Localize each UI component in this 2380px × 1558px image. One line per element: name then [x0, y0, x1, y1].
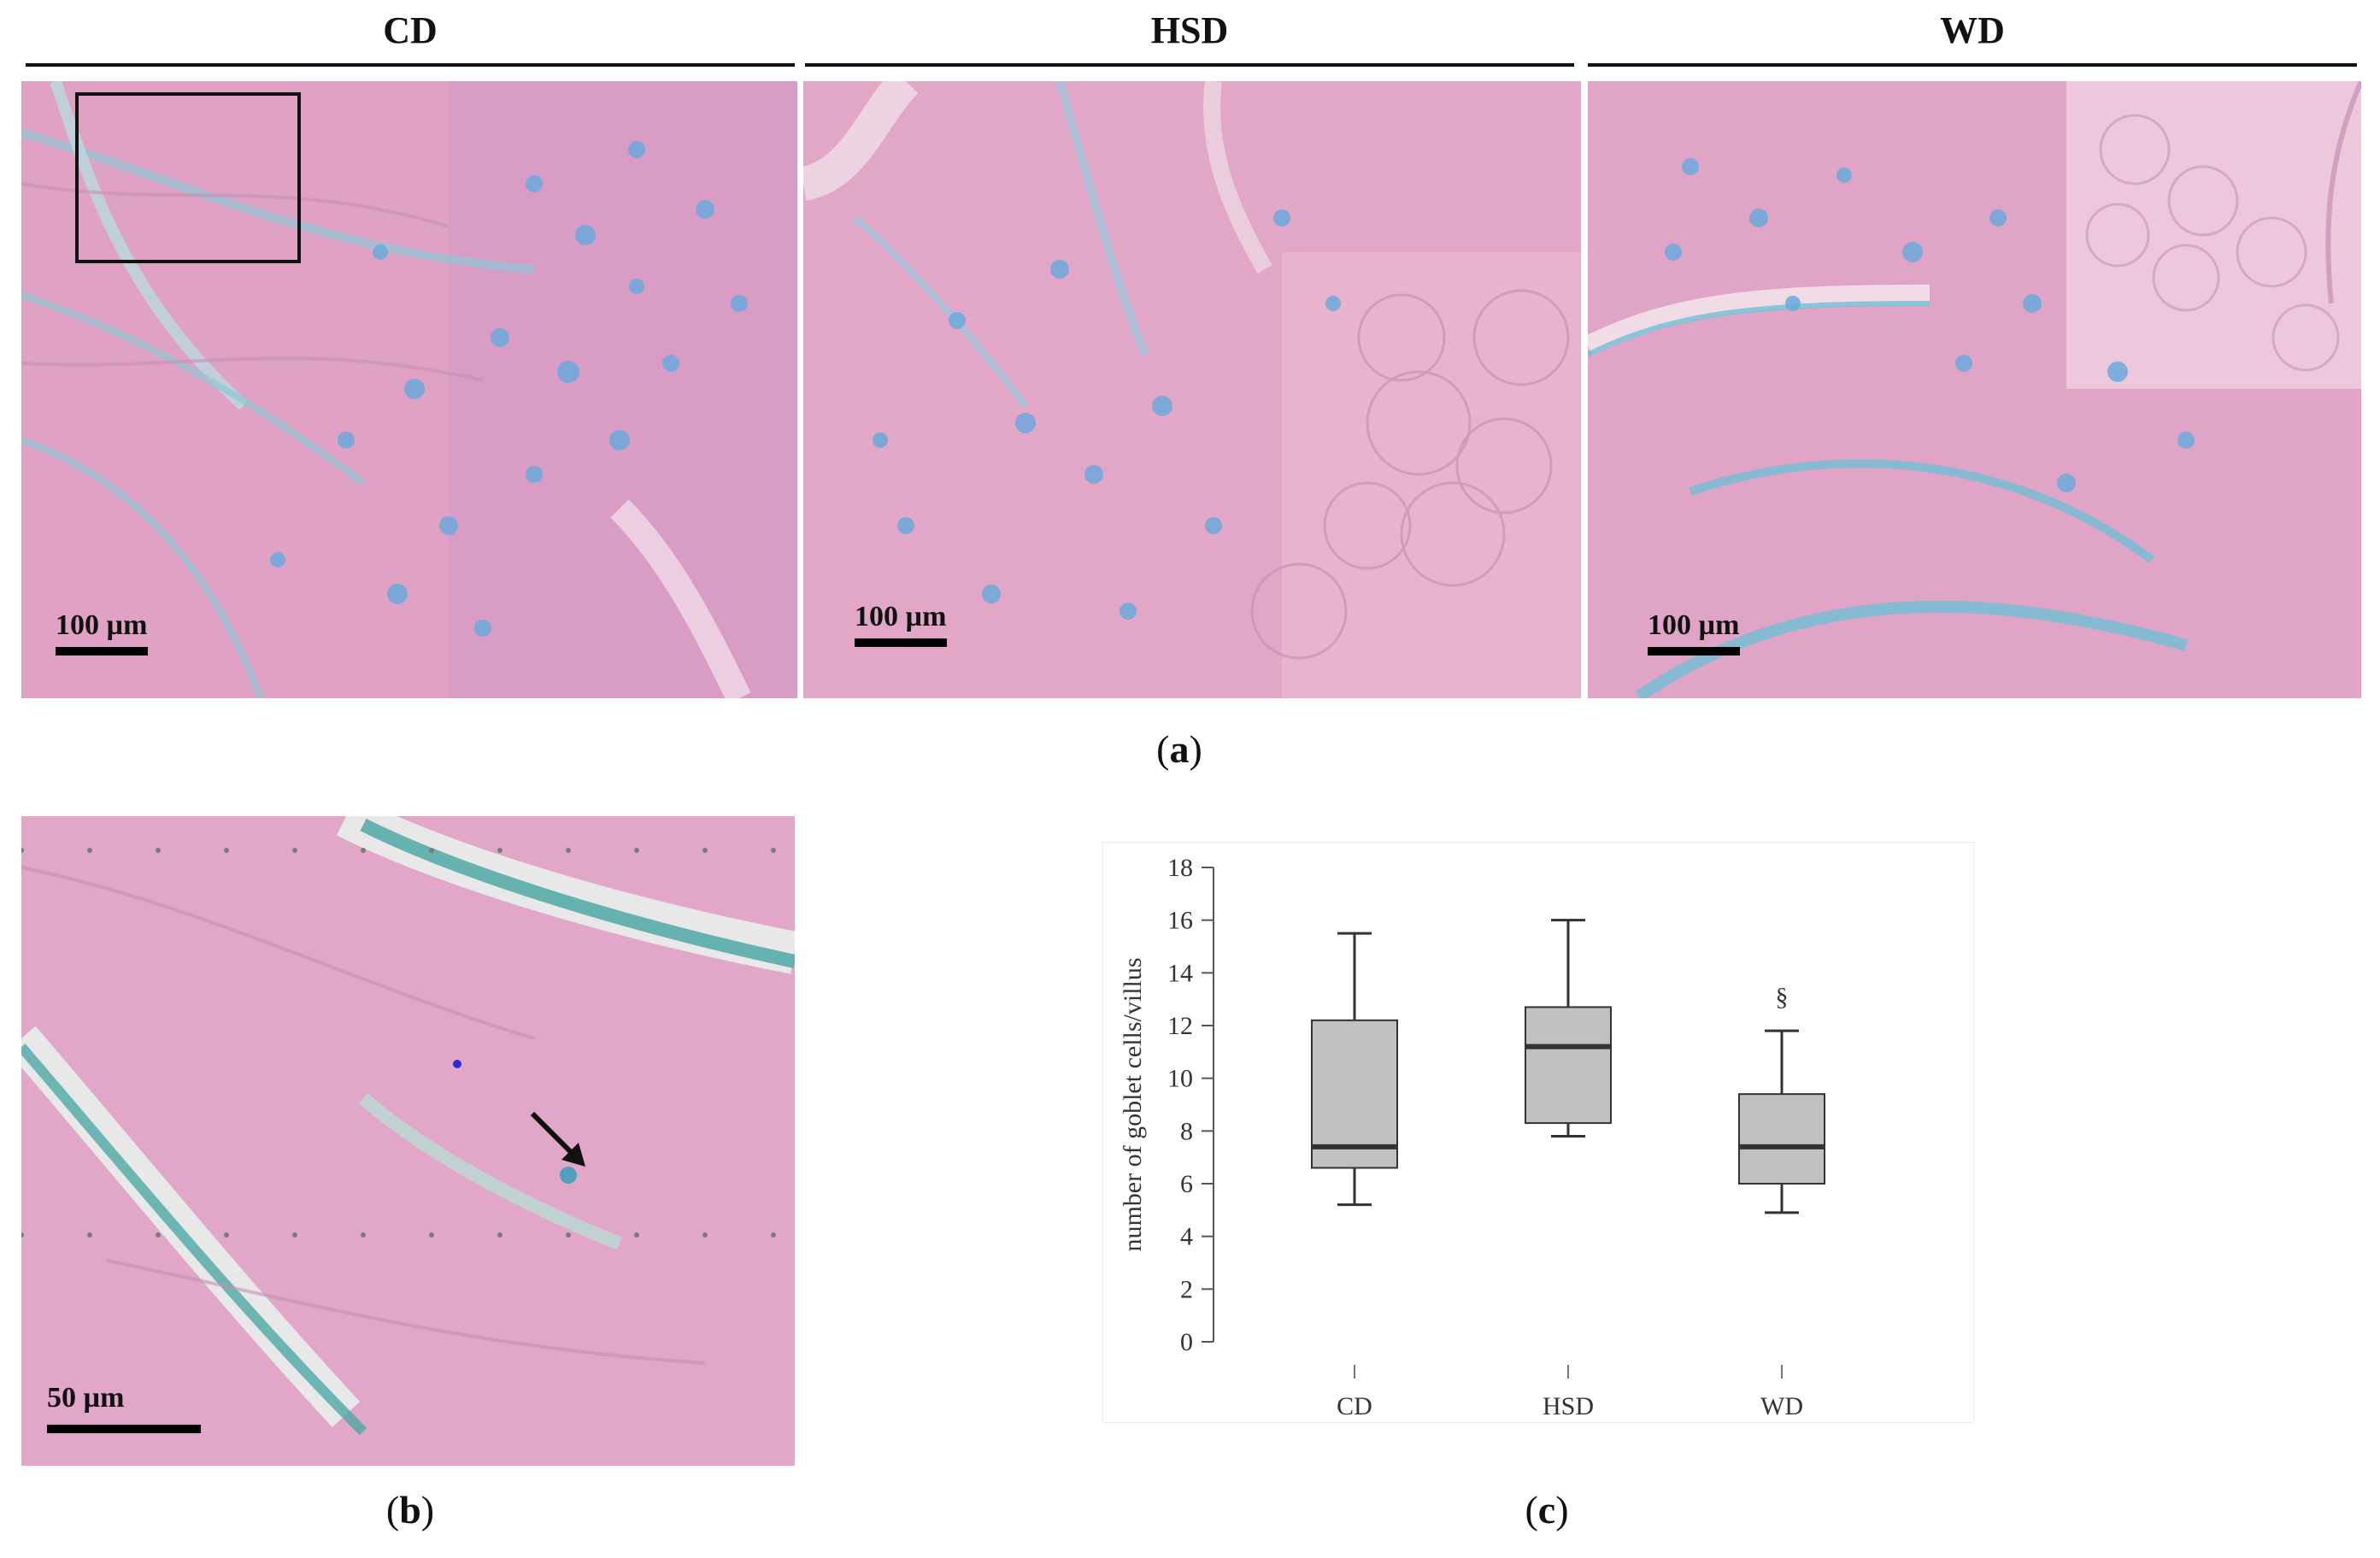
y-tick-label: 16 — [1167, 907, 1193, 935]
scale-bar-line — [56, 647, 148, 656]
iqr-box — [1738, 1093, 1825, 1185]
scale-bar-line — [47, 1425, 201, 1433]
y-tick-label: 2 — [1180, 1275, 1193, 1303]
x-tick-label: CD — [1337, 1392, 1372, 1420]
micrograph-detail: 50 µm — [21, 816, 795, 1466]
y-tick-label: 4 — [1180, 1223, 1193, 1251]
caption-paren-close: ) — [1189, 727, 1202, 771]
scale-bar-label: 100 µm — [1648, 609, 1740, 641]
panel-a-header-hsd: HSD — [805, 7, 1574, 67]
y-tick-label: 14 — [1167, 959, 1193, 987]
micrograph-wd-image — [1588, 81, 2361, 698]
iqr-box — [1525, 1006, 1612, 1125]
scale-bar: 100 µm — [1648, 609, 1784, 669]
y-tick-label: 6 — [1180, 1170, 1193, 1198]
micrograph-cd-image — [21, 81, 797, 698]
caption-paren-close: ) — [420, 1488, 435, 1532]
scale-bar-label: 100 µm — [855, 601, 947, 632]
caption-c: (c) — [1478, 1487, 1615, 1532]
caption-paren-open: ( — [385, 1488, 400, 1532]
caption-letter: c — [1537, 1488, 1556, 1532]
scale-bar-label: 100 µm — [56, 609, 148, 641]
micrograph-hsd-image — [803, 81, 1581, 698]
scale-bar-line — [855, 638, 947, 647]
header-label: CD — [383, 9, 438, 51]
header-rule — [26, 63, 795, 67]
y-tick-label: 8 — [1180, 1117, 1193, 1145]
header-rule — [805, 63, 1574, 67]
scale-bar-label: 50 µm — [47, 1382, 125, 1414]
boxplot-svg: number of goblet cells/villus 0 2 4 6 8 10 12 1… — [1102, 841, 1975, 1424]
micrograph-wd: 100 µm — [1588, 81, 2361, 698]
panel-a-header-cd: CD — [26, 7, 795, 67]
chart-frame — [1102, 841, 1975, 1424]
scale-bar: 50 µm — [47, 1382, 218, 1442]
caption-paren-open: ( — [1156, 727, 1170, 771]
caption-a: (a) — [1111, 726, 1248, 772]
box-hsd — [1525, 919, 1612, 1138]
x-ticks: CD HSD WD — [1337, 1365, 1803, 1420]
significance-marker: § — [1776, 983, 1789, 1011]
box-wd: § — [1738, 983, 1825, 1214]
header-rule — [1588, 63, 2357, 67]
header-label: HSD — [1150, 9, 1229, 51]
caption-letter: b — [399, 1488, 421, 1532]
boxplot-chart: number of goblet cells/villus 0 2 4 6 8 10 12 1… — [1102, 841, 1975, 1424]
iqr-box — [1311, 1019, 1398, 1169]
y-tick-label: 0 — [1180, 1328, 1193, 1356]
panel-a-header-wd: WD — [1588, 7, 2357, 67]
scale-bar-line — [1648, 647, 1740, 656]
x-tick-label: WD — [1760, 1392, 1803, 1420]
y-axis-label: number of goblet cells/villus — [1119, 957, 1147, 1251]
boxes: § — [1311, 919, 1825, 1214]
box-cd — [1311, 932, 1398, 1207]
caption-b: (b) — [342, 1487, 479, 1532]
scale-bar: 100 µm — [56, 609, 192, 669]
y-tick-label: 10 — [1167, 1065, 1193, 1093]
header-label: WD — [1940, 9, 2005, 51]
caption-letter: a — [1169, 727, 1190, 771]
micrograph-detail-image — [21, 816, 795, 1466]
scale-bar: 100 µm — [855, 601, 991, 661]
x-tick-label: HSD — [1543, 1392, 1594, 1420]
caption-paren-close: ) — [1555, 1488, 1569, 1532]
micrograph-hsd: 100 µm — [803, 81, 1581, 698]
arrow-indicator — [530, 1111, 585, 1167]
caption-paren-open: ( — [1525, 1488, 1538, 1532]
y-ticks: 0 2 4 6 8 10 12 14 16 18 — [1167, 854, 1214, 1356]
micrograph-cd: 100 µm — [21, 81, 797, 698]
y-tick-label: 18 — [1167, 854, 1193, 882]
y-tick-label: 12 — [1167, 1012, 1193, 1040]
